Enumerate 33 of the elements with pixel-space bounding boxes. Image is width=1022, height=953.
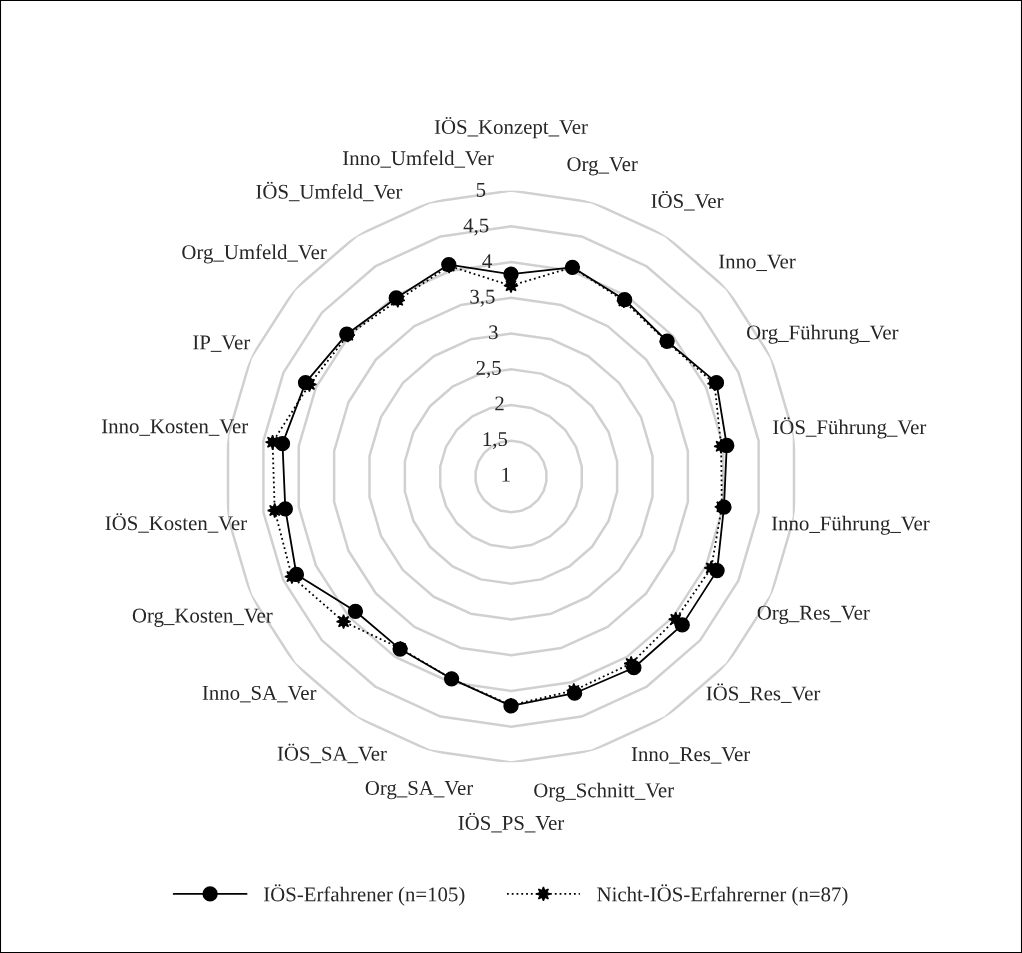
spoke-label: Org_Ver bbox=[567, 157, 638, 176]
spoke-label: Inno_Res_Ver bbox=[631, 747, 751, 764]
spoke-label: Inno_SA_Ver bbox=[202, 685, 317, 703]
spoke-label: IÖS_Kosten_Ver bbox=[105, 513, 247, 533]
y-tick-label: 1 bbox=[502, 467, 510, 482]
spoke-label: IÖS_Konzept_Ver bbox=[434, 116, 588, 139]
spoke-label: IP_Ver bbox=[193, 335, 251, 352]
spoke-label: Inno_Umfeld_Ver bbox=[343, 150, 494, 168]
y-tick-label: 3,5 bbox=[470, 289, 495, 307]
y-tick-label: 4 bbox=[482, 254, 492, 268]
spoke-label: IÖS_SA_Ver bbox=[277, 743, 387, 764]
spoke-label: Org_SA_Ver bbox=[365, 780, 474, 800]
y-tick-label: 4,5 bbox=[463, 218, 489, 236]
spoke-label: Org_Kosten_Ver bbox=[132, 608, 273, 627]
spoke-label: Org_Führung_Ver bbox=[746, 324, 899, 344]
spoke-label: IÖS_Ver bbox=[651, 190, 724, 211]
spoke-label: IÖS_PS_Ver bbox=[458, 812, 565, 833]
spoke-label: Org_Res_Ver bbox=[757, 605, 870, 625]
spoke-label: Inno_Führung_Ver bbox=[771, 515, 930, 535]
y-tick-label: 5 bbox=[476, 183, 486, 197]
spoke-label: Inno_Ver bbox=[718, 254, 796, 272]
spoke-label: IÖS_Führung_Ver bbox=[773, 417, 927, 439]
spoke-label: IÖS_Res_Ver bbox=[706, 683, 821, 703]
spoke-label: Inno_Kosten_Ver bbox=[101, 419, 248, 436]
spoke-label: Org_Umfeld_Ver bbox=[182, 244, 327, 264]
spoke-label: Org_Schnitt_Ver bbox=[534, 782, 674, 802]
spoke-label: IÖS_Umfeld_Ver bbox=[256, 181, 403, 202]
legend-label: IÖS-Erfahrener (n=105) bbox=[264, 884, 465, 906]
y-tick-label: 3 bbox=[489, 325, 498, 340]
y-tick-label: 2,5 bbox=[476, 360, 501, 378]
y-tick-label: 2 bbox=[495, 396, 504, 411]
y-tick-label: 1,5 bbox=[483, 432, 508, 450]
legend-label: Nicht-IÖS-Erfahrerner (n=87) bbox=[597, 884, 848, 906]
